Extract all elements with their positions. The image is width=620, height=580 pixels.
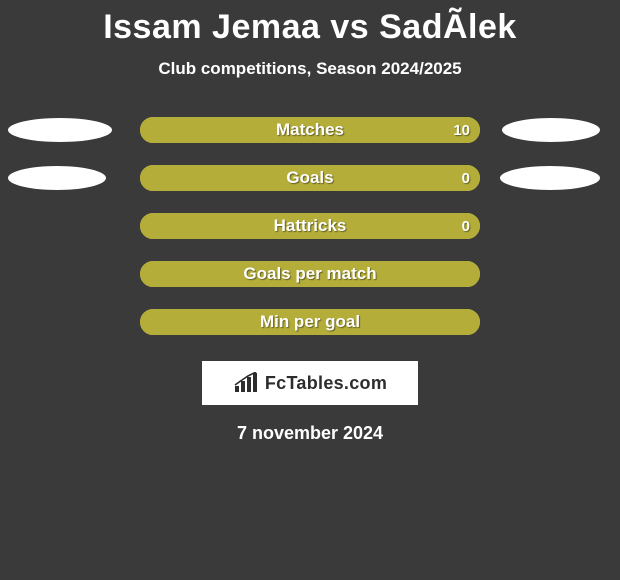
stat-bar: Matches10 bbox=[140, 117, 480, 143]
bar-label: Min per goal bbox=[140, 309, 480, 335]
stat-row: Hattricks0 bbox=[0, 213, 620, 239]
bar-label: Goals per match bbox=[140, 261, 480, 287]
stat-row: Goals per match bbox=[0, 261, 620, 287]
logo-box[interactable]: FcTables.com bbox=[202, 361, 418, 405]
comparison-widget: Issam Jemaa vs SadÃ­lek Club competition… bbox=[0, 0, 620, 580]
stat-row: Min per goal bbox=[0, 309, 620, 335]
stat-row: Goals0 bbox=[0, 165, 620, 191]
left-ellipse bbox=[8, 166, 106, 190]
title: Issam Jemaa vs SadÃ­lek bbox=[0, 0, 620, 47]
bar-label: Matches bbox=[140, 117, 480, 143]
stat-bar: Goals per match bbox=[140, 261, 480, 287]
subtitle: Club competitions, Season 2024/2025 bbox=[0, 59, 620, 79]
bar-value-right: 10 bbox=[453, 117, 470, 143]
bar-value-right: 0 bbox=[462, 165, 470, 191]
left-ellipse bbox=[8, 118, 112, 142]
right-ellipse bbox=[500, 166, 600, 190]
logo-text: FcTables.com bbox=[265, 373, 387, 394]
stat-bar: Goals0 bbox=[140, 165, 480, 191]
stat-bar: Hattricks0 bbox=[140, 213, 480, 239]
stat-bar: Min per goal bbox=[140, 309, 480, 335]
bars-icon bbox=[233, 372, 259, 394]
right-ellipse bbox=[502, 118, 600, 142]
generated-date: 7 november 2024 bbox=[0, 423, 620, 444]
stat-rows: Matches10Goals0Hattricks0Goals per match… bbox=[0, 117, 620, 335]
bar-value-right: 0 bbox=[462, 213, 470, 239]
bar-label: Goals bbox=[140, 165, 480, 191]
bar-label: Hattricks bbox=[140, 213, 480, 239]
stat-row: Matches10 bbox=[0, 117, 620, 143]
